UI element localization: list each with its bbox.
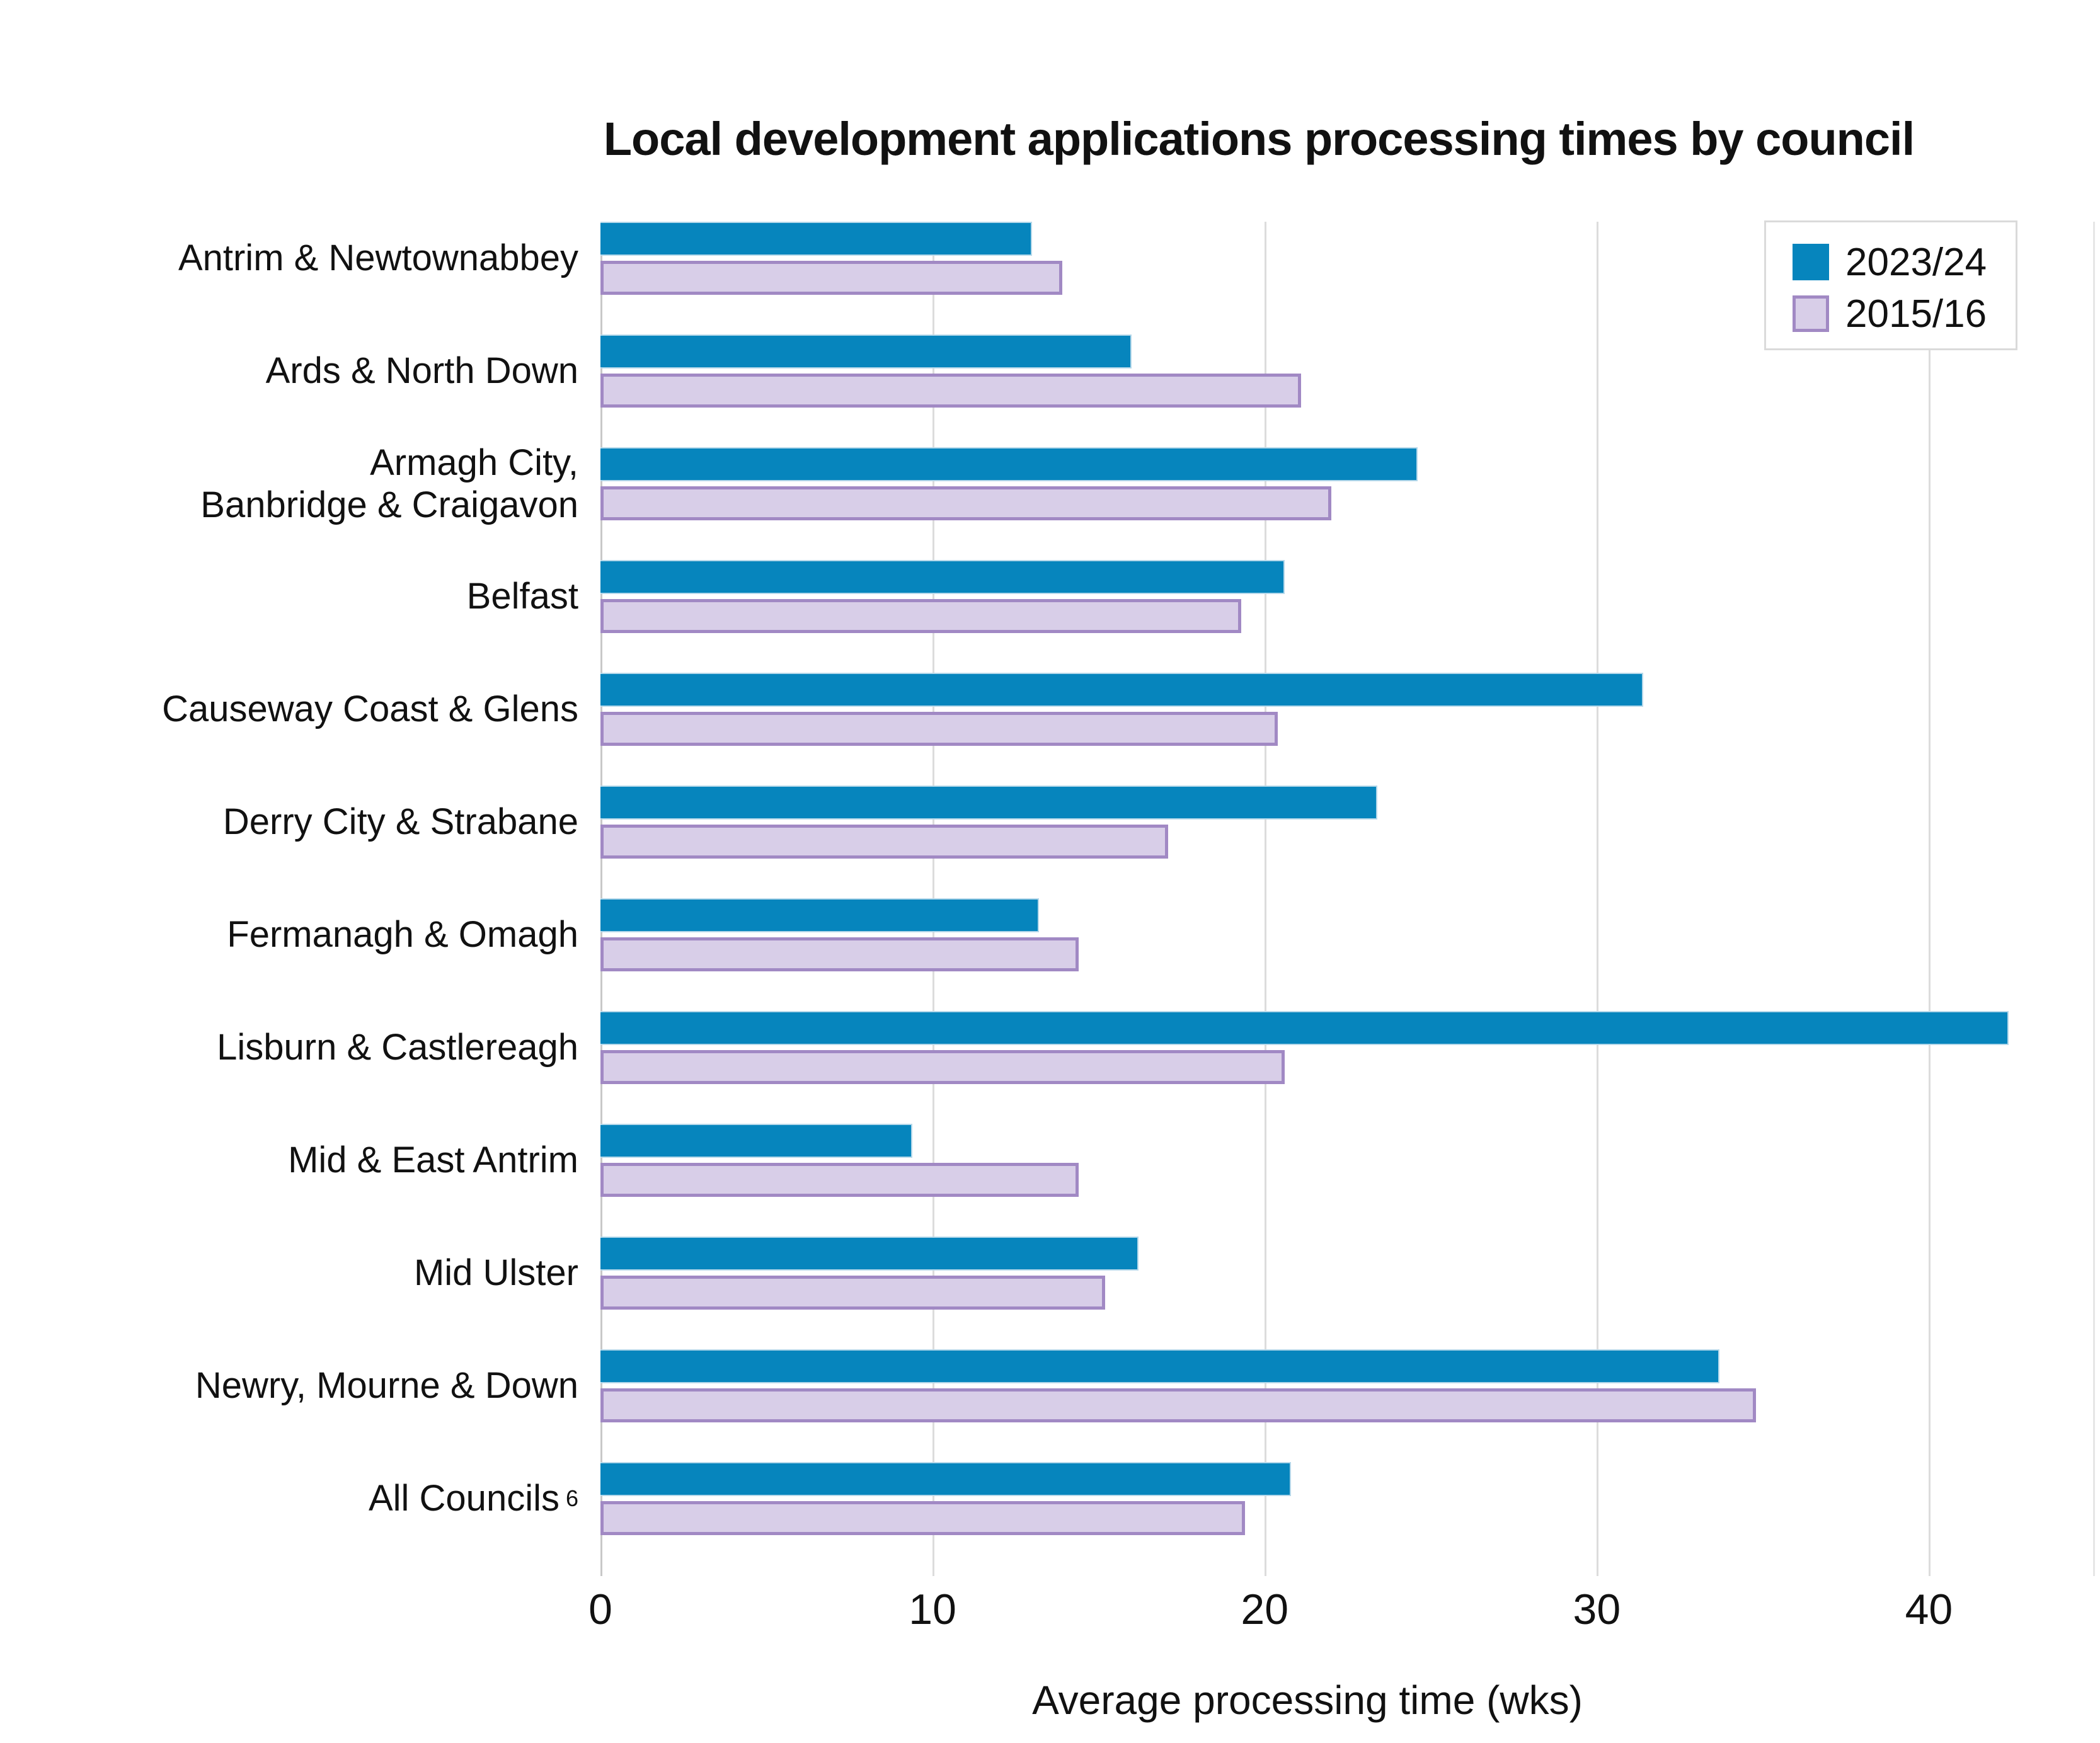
legend-label-2015-16: 2015/16 — [1845, 292, 1987, 336]
bar-2015-16 — [600, 1276, 1106, 1310]
council-row — [600, 898, 2095, 971]
legend-item-2023-24: 2023/24 — [1793, 240, 2016, 284]
bar-2023-24 — [600, 898, 1039, 932]
council-label: Mid Ulster — [413, 1252, 578, 1294]
council-label: Fermanagh & Omagh — [227, 914, 578, 956]
bar-2023-24 — [600, 222, 1033, 256]
council-row — [600, 1124, 2095, 1197]
bar-2023-24 — [600, 1124, 913, 1158]
council-label: Derry City & Strabane — [222, 801, 578, 843]
bar-2015-16 — [600, 825, 1169, 859]
council-row — [600, 786, 2095, 859]
bar-2023-24 — [600, 334, 1132, 369]
council-label: Ards & North Down — [265, 350, 578, 392]
bar-2015-16 — [600, 1501, 1245, 1535]
x-tick-label-0: 0 — [588, 1586, 612, 1633]
x-axis-title: Average processing time (wks) — [1032, 1677, 1583, 1723]
council-label: Antrim & Newtownabbey — [178, 237, 578, 279]
council-row — [600, 334, 2095, 408]
bar-2023-24 — [600, 1349, 1720, 1383]
council-row — [600, 1011, 2095, 1084]
legend-swatch-2015-16 — [1793, 295, 1829, 332]
category-axis: Antrim & Newtownabbey Ards & North Down Ar… — [0, 222, 578, 1576]
bar-2023-24 — [600, 1462, 1292, 1496]
bar-2023-24 — [600, 560, 1285, 594]
council-row — [600, 1462, 2095, 1535]
x-tick-label-40: 40 — [1905, 1586, 1953, 1633]
legend-swatch-2023-24 — [1793, 244, 1829, 280]
council-label: Lisburn & Castlereagh — [217, 1027, 578, 1068]
council-row — [600, 1349, 2095, 1422]
x-tick-label-30: 30 — [1573, 1586, 1621, 1633]
council-label: All Councils 6 — [368, 1478, 578, 1519]
bar-2023-24 — [600, 673, 1644, 707]
bar-2023-24 — [600, 1011, 2009, 1045]
x-tick-label-20: 20 — [1241, 1586, 1289, 1633]
legend: 2023/24 2015/16 — [1764, 220, 2017, 350]
council-label: Armagh City, Banbridge & Craigavon — [200, 442, 578, 525]
bar-2015-16 — [600, 937, 1079, 971]
plot-area — [600, 222, 2095, 1576]
legend-label-2023-24: 2023/24 — [1845, 240, 1987, 284]
council-row — [600, 447, 2095, 520]
bar-2023-24 — [600, 1237, 1139, 1271]
gridline-20 — [1265, 222, 1267, 1576]
chart-title: Local development applications processin… — [603, 113, 1915, 165]
bar-2023-24 — [600, 786, 1378, 820]
council-label: Mid & East Antrim — [288, 1140, 578, 1181]
gridline-40 — [1929, 222, 1931, 1576]
council-row — [600, 1237, 2095, 1310]
council-label: Newry, Mourne & Down — [195, 1365, 578, 1407]
plot-right-edge — [2093, 222, 2095, 1576]
bar-2015-16 — [600, 1050, 1285, 1084]
council-row — [600, 673, 2095, 746]
council-row — [600, 222, 2095, 295]
bar-rows — [600, 222, 2095, 1535]
x-tick-label-10: 10 — [909, 1586, 956, 1633]
bar-2015-16 — [600, 599, 1242, 633]
bar-2015-16 — [600, 374, 1302, 408]
bar-2015-16 — [600, 261, 1062, 295]
legend-item-2015-16: 2015/16 — [1793, 292, 2016, 336]
bar-2015-16 — [600, 1163, 1079, 1197]
bar-2023-24 — [600, 447, 1418, 481]
bar-2015-16 — [600, 1388, 1757, 1422]
gridline-30 — [1597, 222, 1599, 1576]
council-label: Belfast — [466, 576, 578, 617]
bar-2015-16 — [600, 486, 1331, 520]
bar-2015-16 — [600, 712, 1278, 746]
council-row — [600, 560, 2095, 633]
council-label: Causeway Coast & Glens — [162, 689, 578, 730]
